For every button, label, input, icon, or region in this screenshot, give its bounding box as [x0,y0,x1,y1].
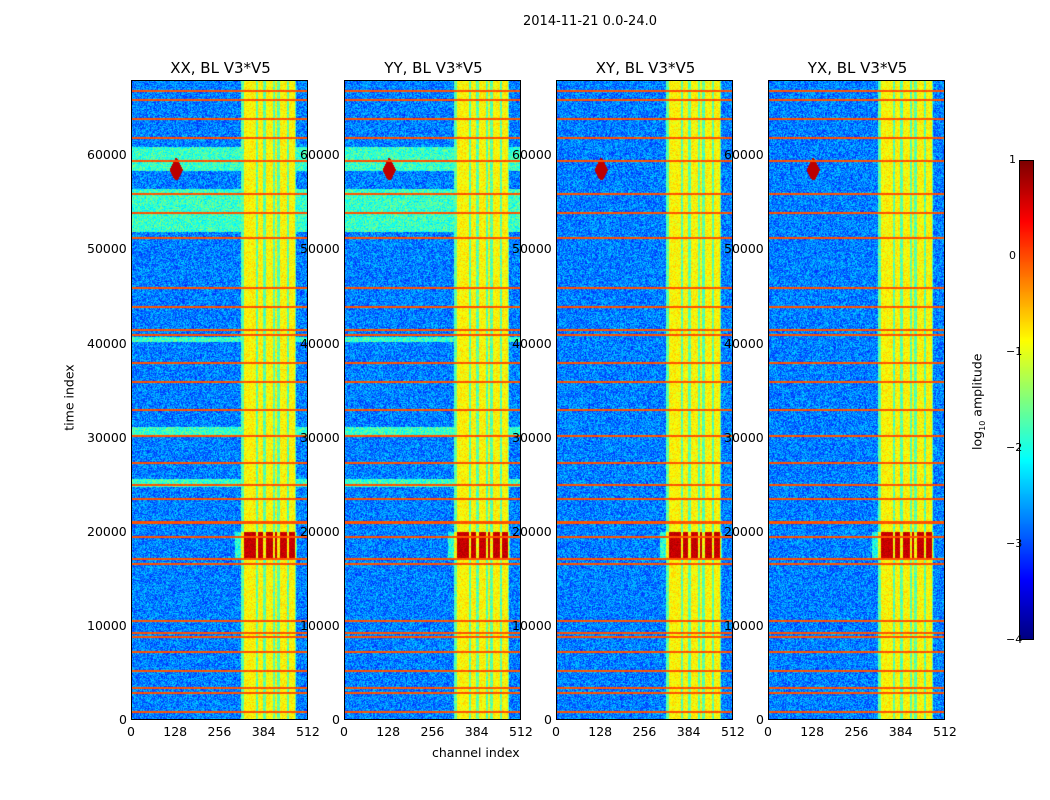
x-axis-label: channel index [432,745,520,760]
colorbar-tick-label: −2 [1006,441,1023,454]
y-tick-label: 30000 [300,429,340,445]
y-tick-label: 20000 [300,523,340,539]
x-tick-label: 128 [376,724,401,739]
heatmap-panel-2: XY, BL V3*V5 [556,59,733,720]
x-tick-label: 512 [721,724,745,739]
y-tick-label: 50000 [87,241,127,257]
y-tick-label: 10000 [512,617,552,633]
heatmap-panel-3: YX, BL V3*V5 [768,59,945,720]
panel-title: YX, BL V3*V5 [807,59,908,77]
heatmap-image [557,81,732,719]
y-tick-label: 50000 [300,241,340,257]
colorbar-label: log10 amplitude [969,353,987,450]
x-tick-label: 0 [552,724,560,739]
y-tick-label: 0 [332,712,340,727]
y-tick-label: 20000 [87,523,127,539]
y-tick-label: 0 [119,712,127,727]
y-tick-label: 50000 [512,241,552,257]
heatmap-panel-1: YY, BL V3*V5 [344,59,521,720]
heatmap-image [345,81,520,719]
y-tick-label: 0 [756,712,764,727]
x-tick-label: 128 [588,724,613,739]
y-tick-label: 30000 [512,429,552,445]
x-tick-label: 512 [509,724,533,739]
x-tick-label: 384 [676,724,701,739]
x-tick-label: 0 [340,724,348,739]
panel-title: YY, BL V3*V5 [384,59,483,77]
x-tick-label: 384 [888,724,913,739]
y-tick-label: 40000 [300,335,340,351]
panel-title: XX, BL V3*V5 [170,59,271,77]
y-tick-label: 30000 [724,429,764,445]
y-tick-label: 60000 [724,147,764,163]
figure-title: 2014-11-21 0.0-24.0 [523,14,657,29]
y-tick-label: 0 [544,712,552,727]
colorbar-tick-label: −3 [1006,537,1023,550]
y-tick-label: 10000 [300,617,340,633]
x-tick-label: 384 [251,724,276,739]
x-tick-label: 512 [933,724,957,739]
x-tick-label: 512 [296,724,320,739]
y-tick-label: 50000 [724,241,764,257]
y-axis-label: time index [61,364,77,431]
x-tick-label: 128 [163,724,188,739]
y-tick-label: 60000 [300,147,340,163]
panel-title: XY, BL V3*V5 [595,59,696,77]
y-tick-label: 40000 [724,335,764,351]
x-tick-label: 0 [127,724,135,739]
y-tick-label: 30000 [87,429,127,445]
x-tick-label: 384 [464,724,489,739]
x-tick-label: 256 [632,724,657,739]
x-tick-label: 128 [800,724,825,739]
y-tick-label: 20000 [512,523,552,539]
x-tick-label: 256 [420,724,445,739]
y-tick-label: 60000 [87,147,127,163]
y-tick-label: 10000 [87,617,127,633]
colorbar-tick-label: 0 [1009,249,1016,262]
y-tick-label: 60000 [512,147,552,163]
x-tick-label: 0 [764,724,772,739]
y-tick-label: 40000 [512,335,552,351]
x-tick-label: 256 [207,724,232,739]
heatmap-panel-0: XX, BL V3*V5 [131,59,308,720]
y-tick-label: 40000 [87,335,127,351]
colorbar-tick-label: 1 [1009,153,1016,166]
colorbar [1019,160,1034,640]
x-tick-label: 256 [844,724,869,739]
y-tick-label: 10000 [724,617,764,633]
heatmap-image [132,81,307,719]
y-tick-label: 20000 [724,523,764,539]
colorbar-tick-label: −4 [1006,633,1023,646]
heatmap-image [769,81,944,719]
colorbar-tick-label: −1 [1006,345,1023,358]
